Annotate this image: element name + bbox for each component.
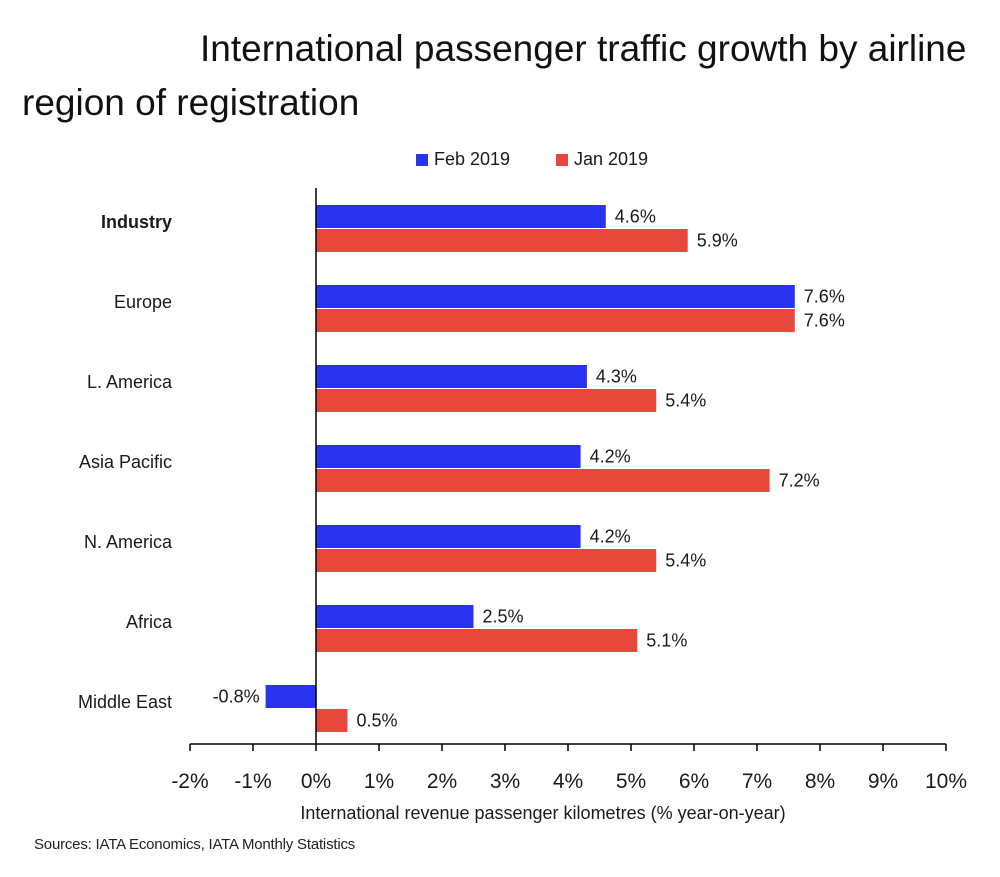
legend-label-1: Feb 2019: [434, 149, 510, 169]
data-label-jan-2019-6: 0.5%: [357, 711, 398, 731]
data-label-jan-2019-0: 5.9%: [697, 231, 738, 251]
bar-jan-2019-3: [316, 469, 770, 492]
x-tick-label-0: -2%: [171, 770, 208, 793]
bar-feb-2019-6: [265, 685, 316, 708]
chart-title: International passenger traffic growth b…: [22, 28, 967, 123]
data-label-jan-2019-1: 7.6%: [804, 311, 845, 331]
data-label-jan-2019-2: 5.4%: [665, 391, 706, 411]
data-label-feb-2019-5: 2.5%: [483, 607, 524, 627]
x-tick-label-3: 1%: [364, 770, 394, 793]
bar-feb-2019-1: [316, 285, 795, 308]
bar-jan-2019-0: [316, 229, 688, 252]
x-tick-label-10: 8%: [805, 770, 835, 793]
x-tick-label-8: 6%: [679, 770, 709, 793]
x-tick-label-1: -1%: [234, 770, 271, 793]
data-label-feb-2019-1: 7.6%: [804, 287, 845, 307]
bar-jan-2019-5: [316, 629, 638, 652]
data-label-feb-2019-0: 4.6%: [615, 207, 656, 227]
data-label-jan-2019-4: 5.4%: [665, 551, 706, 571]
bar-jan-2019-1: [316, 309, 795, 332]
bar-jan-2019-4: [316, 549, 657, 572]
category-label-5: Africa: [126, 612, 173, 632]
x-tick-label-4: 2%: [427, 770, 457, 793]
bar-jan-2019-6: [316, 709, 348, 732]
bar-feb-2019-5: [316, 605, 474, 628]
bar-feb-2019-2: [316, 365, 587, 388]
bar-jan-2019-2: [316, 389, 657, 412]
x-tick-label-11: 9%: [868, 770, 898, 793]
data-label-jan-2019-5: 5.1%: [646, 631, 687, 651]
bar-feb-2019-0: [316, 205, 606, 228]
legend-label-2: Jan 2019: [574, 149, 648, 169]
data-label-feb-2019-6: -0.8%: [213, 687, 260, 707]
category-label-4: N. America: [84, 532, 173, 552]
x-tick-label-9: 7%: [742, 770, 772, 793]
category-label-3: Asia Pacific: [79, 452, 172, 472]
data-label-jan-2019-3: 7.2%: [779, 471, 820, 491]
x-tick-label-2: 0%: [301, 770, 331, 793]
legend-swatch-1: [416, 154, 428, 166]
category-label-2: L. America: [87, 372, 173, 392]
x-tick-label-6: 4%: [553, 770, 583, 793]
data-label-feb-2019-2: 4.3%: [596, 367, 637, 387]
data-label-feb-2019-3: 4.2%: [590, 447, 631, 467]
source-note: Sources: IATA Economics, IATA Monthly St…: [34, 836, 356, 853]
bar-feb-2019-3: [316, 445, 581, 468]
legend-swatch-2: [556, 154, 568, 166]
data-label-feb-2019-4: 4.2%: [590, 527, 631, 547]
x-tick-label-12: 10%: [925, 770, 967, 793]
x-axis-title: International revenue passenger kilometr…: [300, 803, 785, 823]
category-label-1: Europe: [114, 292, 172, 312]
bar-feb-2019-4: [316, 525, 581, 548]
x-tick-label-5: 3%: [490, 770, 520, 793]
x-tick-label-7: 5%: [616, 770, 646, 793]
category-label-0: Industry: [101, 212, 172, 232]
category-label-6: Middle East: [78, 692, 172, 712]
